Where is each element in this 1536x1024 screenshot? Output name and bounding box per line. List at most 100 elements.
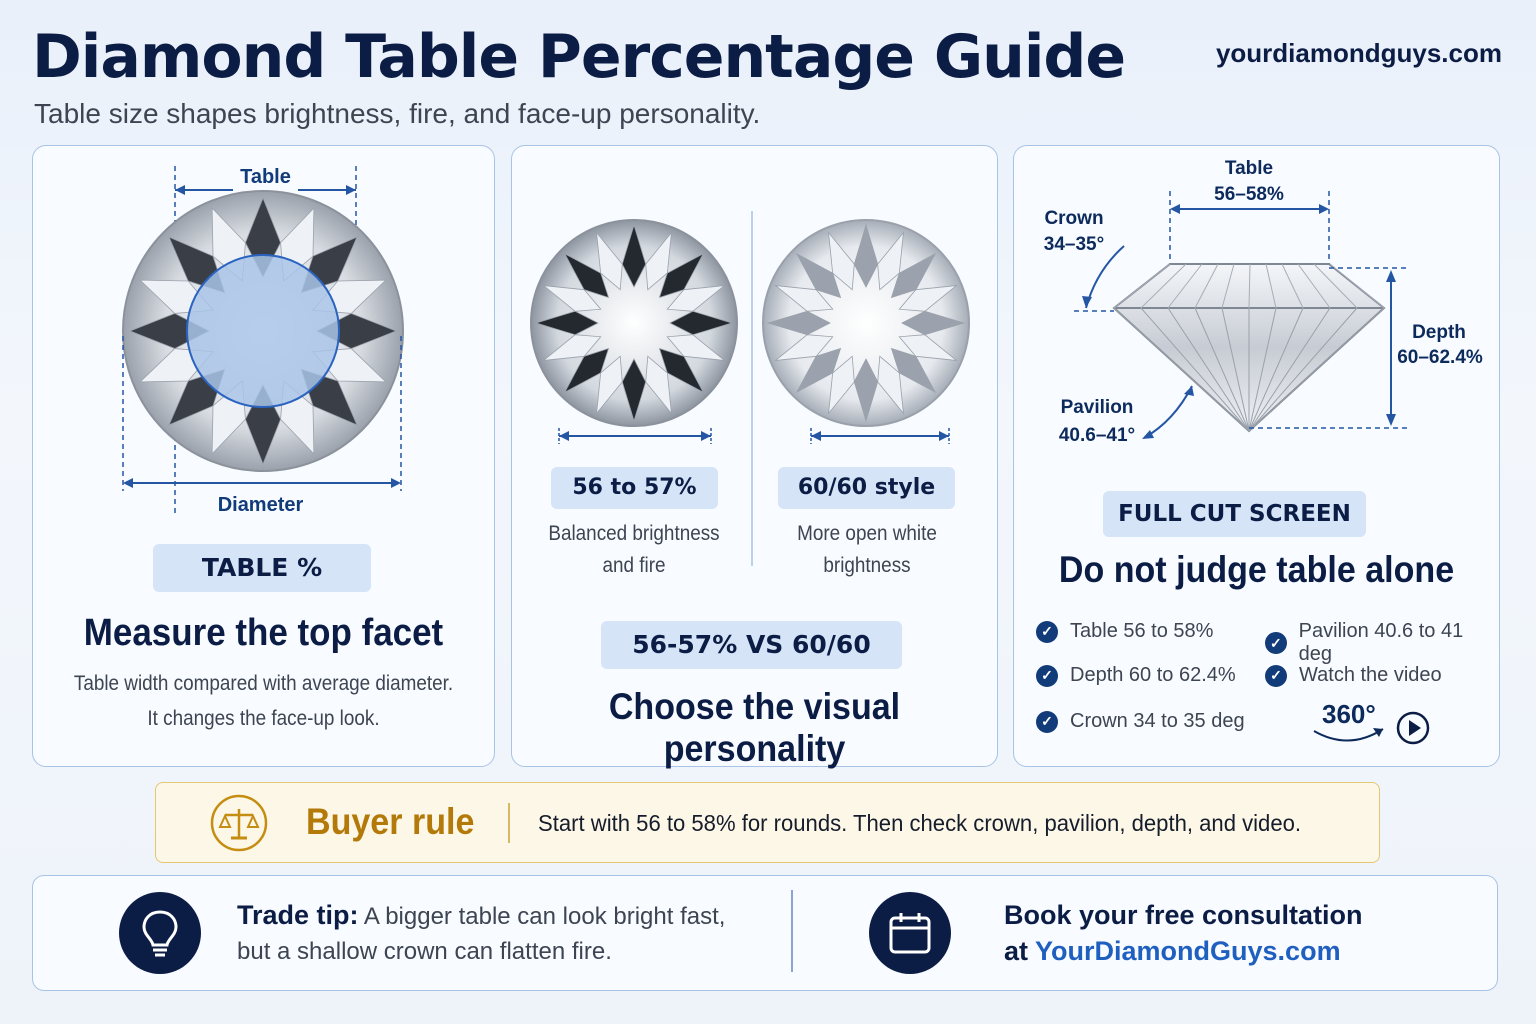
facet-line (1113, 263, 1171, 309)
facet-line (1265, 263, 1277, 309)
diamond-facets-light (766, 223, 966, 423)
measure-heading: Measure the top facet (83, 612, 444, 654)
facet (795, 347, 842, 394)
depth-value: 60–62.4% (1397, 347, 1483, 368)
facet (901, 310, 966, 336)
check-pavilion: ✓ Pavilion 40.6 to 41 deg (1265, 620, 1499, 666)
facet (828, 355, 855, 415)
check-icon: ✓ (1265, 664, 1287, 687)
facet (890, 252, 937, 299)
cut-card: Table 56–58% Crown 34–35° Depth 60–62.4%… (1013, 145, 1500, 767)
facet (877, 355, 904, 415)
footer-divider (791, 890, 793, 972)
facet-line (1248, 307, 1304, 432)
facet (563, 252, 610, 299)
facet-line (1140, 263, 1187, 309)
facet (877, 231, 904, 291)
rotation-arrow-icon (1313, 728, 1384, 742)
footer-panel: Trade tip: A bigger table can look brigh… (32, 875, 1498, 991)
compare-card: 56 to 57% 60/60 style Balanced brightnes… (511, 145, 998, 769)
trade-tip-line1: A bigger table can look bright fast, (363, 903, 726, 930)
pavilion-angle-value: 40.6–41° (1058, 425, 1136, 446)
facet-line (1194, 263, 1219, 309)
facet-line (1167, 263, 1203, 309)
calendar-icon[interactable] (869, 892, 951, 974)
check-video: ✓ Watch the video (1265, 664, 1442, 687)
facet (774, 285, 834, 312)
side-facets (1113, 263, 1385, 432)
facet-line (1167, 307, 1250, 432)
facet (658, 252, 705, 299)
crown-angle-value: 34–35° (1043, 234, 1105, 255)
table-range-value: 56–58% (1214, 184, 1284, 205)
diamond-facets-dark (534, 223, 734, 423)
facet (542, 334, 602, 361)
facet (542, 285, 602, 312)
facet (766, 310, 831, 336)
measure-card: Table Diameter TABLE % Measure the top f… (32, 145, 495, 767)
facet-line (1248, 307, 1385, 432)
crown-angle-label: Crown (1044, 208, 1104, 229)
page-title: Diamond Table Percentage Guide (32, 22, 1126, 92)
measure-description-line2: It changes the face-up look. (147, 707, 380, 730)
table-percent-badge: TABLE % (153, 544, 371, 592)
compare-heading: Choose the visual personality (608, 686, 901, 769)
facet-line (1313, 263, 1358, 309)
facet (898, 285, 958, 312)
facet-line (1248, 307, 1331, 432)
balanced-description-line2: and fire (602, 554, 666, 577)
lightbulb-icon (119, 892, 201, 974)
facet-line (1248, 263, 1251, 309)
buyer-rule-text: Start with 56 to 58% for rounds. Then ch… (538, 810, 1302, 836)
sixty-sixty-description-line1: More open white (797, 522, 937, 545)
facet-line (1281, 263, 1304, 309)
facet (890, 347, 937, 394)
facet (774, 334, 834, 361)
facet-line (1113, 307, 1250, 432)
facet-line (1248, 307, 1277, 432)
facet (563, 347, 610, 394)
table-dimension-label: Table (240, 166, 291, 188)
facet (621, 358, 647, 423)
diamond-comparison-diagram (530, 211, 970, 566)
facet (596, 355, 623, 415)
trade-tip-line2: but a shallow crown can flatten fire. (237, 938, 612, 965)
facet-line (1194, 307, 1250, 432)
play-video-icon[interactable] (1396, 711, 1430, 745)
facet (645, 355, 672, 415)
consultation-prefix: at (1004, 936, 1029, 966)
comparison-badge: 56-57% VS 60/60 (601, 621, 902, 669)
check-depth: ✓ Depth 60 to 62.4% (1036, 664, 1236, 687)
facet-line (1329, 263, 1385, 309)
facet (596, 231, 623, 291)
facet-line (1140, 307, 1250, 432)
facet (645, 231, 672, 291)
facet (666, 285, 726, 312)
buyer-rule-banner: Buyer rule Start with 56 to 58% for roun… (155, 782, 1380, 863)
facet (795, 252, 842, 299)
facet (853, 223, 879, 288)
facet (621, 223, 647, 288)
facet-line (1221, 263, 1235, 309)
side-profile-diamond-diagram (1074, 191, 1409, 439)
measure-description-line1: Table width compared with average diamet… (73, 672, 454, 695)
divider (508, 803, 510, 843)
rotation-360-icon[interactable]: 360° (1322, 699, 1376, 729)
check-crown: ✓ Crown 34 to 35 deg (1036, 710, 1245, 733)
facet (666, 334, 726, 361)
facet (669, 310, 734, 336)
check-icon: ✓ (1036, 664, 1058, 687)
trade-tip-label: Trade tip: (237, 900, 359, 930)
facet-line (1297, 263, 1331, 309)
consultation-line1: Book your free consultation (1004, 900, 1363, 930)
consultation-link[interactable]: YourDiamondGuys.com (1035, 936, 1341, 966)
facet (534, 310, 599, 336)
site-link[interactable]: yourdiamondguys.com (1215, 38, 1502, 68)
facet-line (1221, 307, 1250, 432)
depth-label: Depth (1412, 322, 1466, 343)
check-icon: ✓ (1265, 632, 1287, 654)
full-cut-screen-badge: FULL CUT SCREEN (1103, 491, 1366, 537)
balanced-description-line1: Balanced brightness (548, 522, 720, 545)
scales-icon (210, 794, 268, 852)
cut-heading: Do not judge table alone (1058, 549, 1455, 590)
